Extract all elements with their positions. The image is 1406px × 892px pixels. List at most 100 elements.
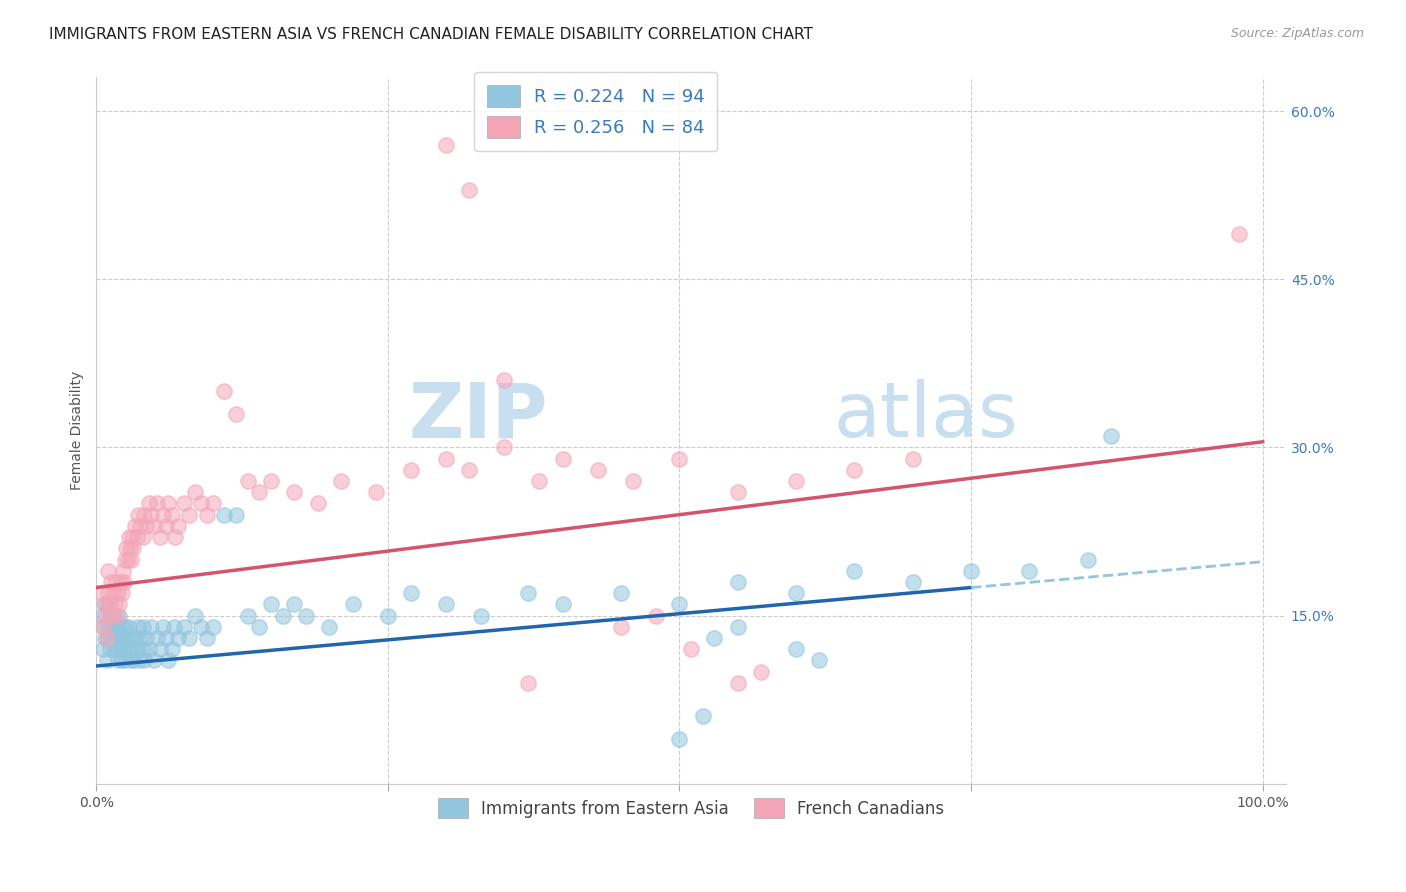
Point (551, 451, 574, 466)
Point (100, 620, 122, 634)
Point (97, 598, 120, 612)
Point (98, 598, 121, 612)
Point (104, 620, 127, 634)
Point (551, 598, 574, 612)
Point (107, 586, 129, 600)
Point (114, 620, 136, 634)
Point (283, 598, 305, 612)
Y-axis label: Female Disability: Female Disability (70, 371, 84, 491)
Point (610, 620, 633, 634)
Point (434, 137, 457, 152)
Point (271, 608, 294, 623)
Point (610, 586, 633, 600)
Point (118, 620, 141, 634)
Point (727, 574, 749, 589)
Point (307, 496, 329, 510)
Point (105, 608, 128, 623)
Point (111, 586, 134, 600)
Point (121, 530, 143, 544)
Point (190, 620, 212, 634)
Point (94, 631, 117, 645)
Point (101, 631, 124, 645)
Point (785, 586, 807, 600)
Point (458, 463, 481, 477)
Point (129, 519, 152, 533)
Point (165, 530, 187, 544)
Point (692, 709, 714, 723)
Point (111, 564, 134, 578)
Point (214, 384, 236, 399)
Point (115, 631, 138, 645)
Point (668, 598, 690, 612)
Point (98, 608, 121, 623)
Point (108, 608, 131, 623)
Point (103, 608, 125, 623)
Point (645, 608, 668, 623)
Point (94, 608, 117, 623)
Point (114, 552, 136, 566)
Point (342, 598, 364, 612)
Point (366, 485, 388, 500)
Point (377, 608, 399, 623)
Point (149, 530, 172, 544)
Point (125, 530, 148, 544)
Point (214, 508, 236, 522)
Point (124, 631, 146, 645)
Point (163, 620, 186, 634)
Point (112, 642, 135, 657)
Point (103, 586, 125, 600)
Point (110, 642, 132, 657)
Point (97, 620, 120, 634)
Point (399, 586, 422, 600)
Point (132, 530, 155, 544)
Point (117, 552, 139, 566)
Point (434, 598, 457, 612)
Point (681, 642, 703, 657)
Point (225, 508, 247, 522)
Point (727, 485, 749, 500)
Point (283, 485, 305, 500)
Point (98, 642, 121, 657)
Point (110, 574, 132, 589)
Point (160, 508, 183, 522)
Point (621, 474, 644, 488)
Text: IMMIGRANTS FROM EASTERN ASIA VS FRENCH CANADIAN FEMALE DISABILITY CORRELATION CH: IMMIGRANTS FROM EASTERN ASIA VS FRENCH C… (49, 27, 813, 42)
Point (236, 474, 259, 488)
Point (516, 676, 538, 690)
Point (120, 552, 142, 566)
Point (260, 598, 283, 612)
Point (179, 631, 201, 645)
Point (201, 620, 224, 634)
Point (749, 665, 772, 679)
Point (249, 620, 271, 634)
Point (91, 608, 114, 623)
Point (91, 620, 114, 634)
Point (143, 653, 166, 667)
Point (96, 631, 118, 645)
Point (111, 631, 134, 645)
Point (117, 642, 139, 657)
Point (105, 642, 128, 657)
Point (260, 474, 283, 488)
Point (785, 474, 807, 488)
Point (135, 631, 157, 645)
Point (201, 496, 224, 510)
Point (111, 620, 134, 634)
Point (97, 586, 120, 600)
Point (494, 441, 516, 455)
Point (236, 608, 259, 623)
Point (844, 463, 866, 477)
Point (135, 519, 157, 533)
Point (703, 631, 725, 645)
Point (901, 451, 924, 466)
Point (138, 642, 160, 657)
Point (103, 642, 125, 657)
Point (132, 653, 155, 667)
Point (91, 642, 114, 657)
Point (516, 586, 538, 600)
Point (132, 508, 155, 522)
Point (146, 631, 169, 645)
Text: atlas: atlas (834, 379, 1019, 453)
Point (139, 620, 162, 634)
Point (727, 620, 749, 634)
